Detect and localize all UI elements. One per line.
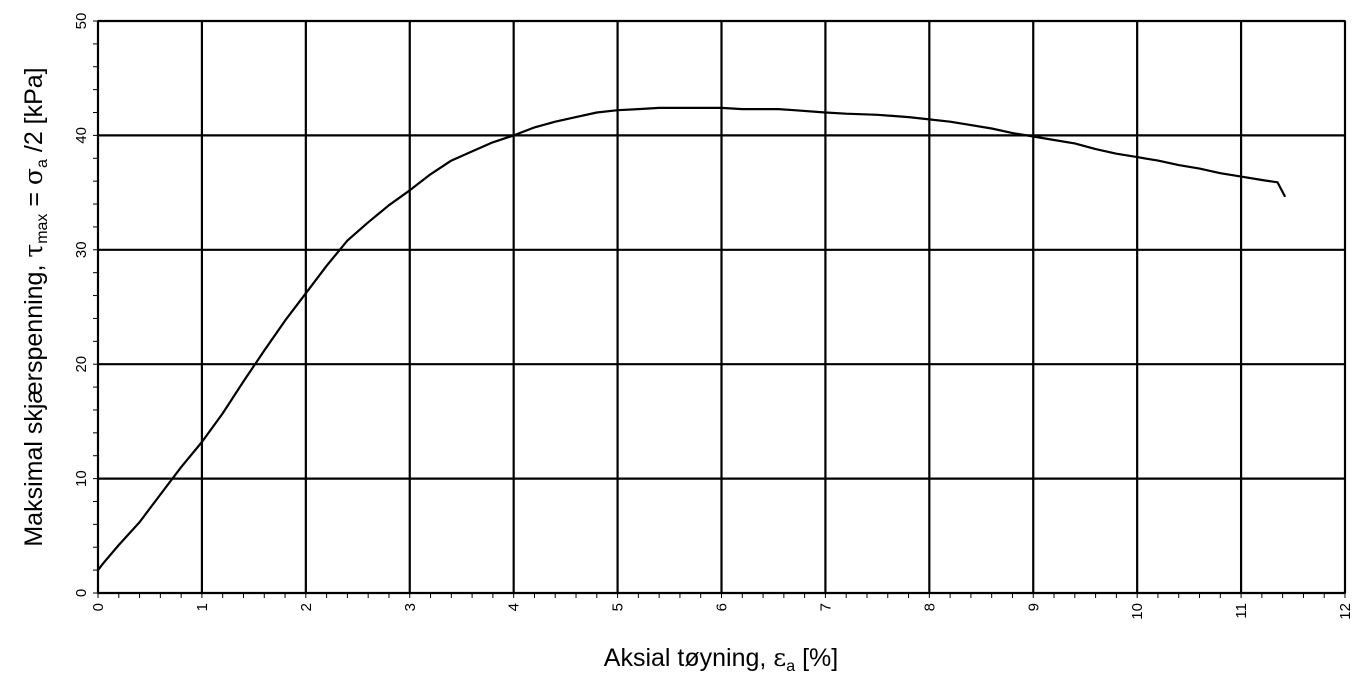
y-tick-labels: 0 10 20 30 40 50 <box>73 13 90 598</box>
y-tick-label-0: 0 <box>73 589 90 597</box>
y-axis-label: Maksimal skjærspenning, τmax = σa /2 [kP… <box>19 67 51 546</box>
y-tick-label-1: 10 <box>73 470 90 487</box>
y-axis-label-tau: τ <box>19 244 48 258</box>
x-tick-label-8: 8 <box>921 603 938 611</box>
x-tick-labels: 0 1 2 3 4 5 6 7 8 9 10 11 12 <box>90 603 1354 620</box>
x-tick-label-11: 11 <box>1233 603 1250 619</box>
x-tick-label-3: 3 <box>402 603 419 611</box>
plot-frame <box>97 20 1346 594</box>
x-tick-label-4: 4 <box>506 603 523 611</box>
x-tick-label-6: 6 <box>714 603 731 611</box>
series-line-0 <box>96 106 1286 572</box>
x-tick-label-10: 10 <box>1129 603 1146 620</box>
y-axis-label-subscript-max: max <box>34 214 51 244</box>
x-tick-label-0: 0 <box>90 603 107 611</box>
y-axis-label-subscript-a: a <box>34 159 51 168</box>
x-tick-label-2: 2 <box>298 603 315 611</box>
series-layer <box>96 106 1286 572</box>
x-tick-label-12: 12 <box>1337 603 1354 620</box>
y-tick-label-4: 40 <box>73 127 90 144</box>
x-tick-label-9: 9 <box>1025 603 1042 611</box>
x-tick-label-5: 5 <box>610 603 627 611</box>
x-axis-label: Aksial tøyning, εa [%] <box>604 643 838 675</box>
x-axis-label-symbol: ε <box>773 643 786 672</box>
y-tick-label-5: 50 <box>73 13 90 30</box>
y-tick-label-2: 20 <box>73 356 90 373</box>
y-tick-label-3: 30 <box>73 241 90 258</box>
x-tick-label-1: 1 <box>194 603 211 611</box>
x-tick-label-7: 7 <box>817 603 834 611</box>
y-axis-label-sigma: σ <box>19 168 48 185</box>
x-axis-label-subscript: a <box>786 658 795 675</box>
